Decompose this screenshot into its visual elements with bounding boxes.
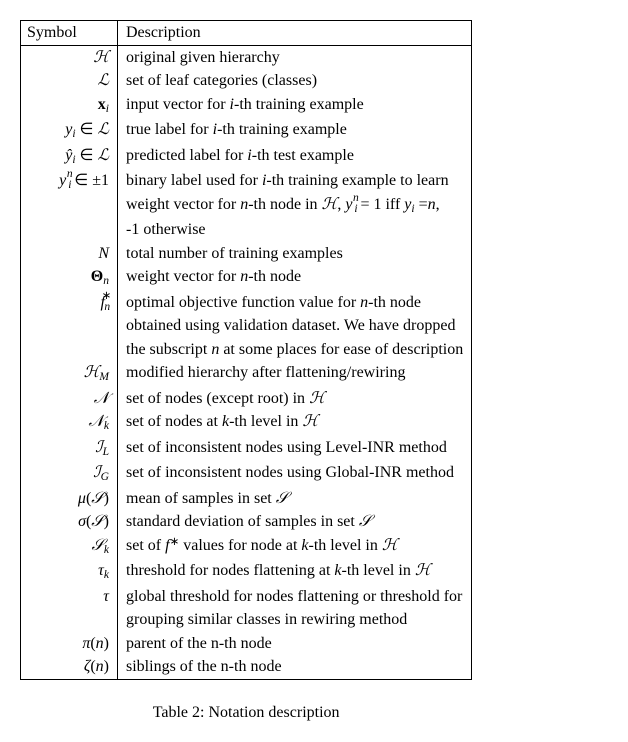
table-row: Θnweight vector for n-th node — [21, 265, 472, 290]
table-header-row: Symbol Description — [21, 21, 472, 46]
description-cell: original given hierarchy — [118, 45, 472, 69]
symbol-cell — [21, 193, 118, 218]
symbol-cell: yi ∈ ℒ — [21, 118, 118, 143]
symbol-cell: xi — [21, 93, 118, 118]
table-row: ζ(n)siblings of the n-th node — [21, 655, 472, 679]
table-row: ℒset of leaf categories (classes) — [21, 69, 472, 93]
caption-prefix: Table 2: — [153, 704, 209, 721]
symbol-cell: ζ(n) — [21, 655, 118, 679]
description-cell: predicted label for i-th test example — [118, 144, 472, 169]
description-cell: binary label used for i-th training exam… — [118, 169, 472, 193]
symbol-cell: 𝒩 — [21, 387, 118, 411]
table-row: ℐGset of inconsistent nodes using Global… — [21, 461, 472, 486]
table-row: Ntotal number of training examples — [21, 242, 472, 266]
caption-text: Notation description — [208, 704, 339, 721]
description-cell: total number of training examples — [118, 242, 472, 266]
table-row: yni ∈ ±1binary label used for i-th train… — [21, 169, 472, 193]
table-caption: Table 2: Notation description — [20, 704, 472, 722]
description-cell: set of inconsistent nodes using Level-IN… — [118, 436, 472, 461]
table-row: f∗n optimal objective function value for… — [21, 291, 472, 315]
table-row: weight vector for n-th node in ℋ, yni = … — [21, 193, 472, 218]
description-cell: input vector for i-th training example — [118, 93, 472, 118]
symbol-cell: τ — [21, 585, 118, 609]
description-cell: parent of the n-th node — [118, 632, 472, 656]
symbol-cell — [21, 608, 118, 632]
description-cell: weight vector for n-th node — [118, 265, 472, 290]
description-cell: -1 otherwise — [118, 218, 472, 242]
symbol-cell: ℋ — [21, 45, 118, 69]
symbol-cell: N — [21, 242, 118, 266]
table-row: -1 otherwise — [21, 218, 472, 242]
symbol-cell: μ(𝒮) — [21, 487, 118, 511]
header-description: Description — [118, 21, 472, 46]
table-body: ℋoriginal given hierarchyℒset of leaf ca… — [21, 45, 472, 679]
symbol-cell: f∗n — [21, 291, 118, 315]
symbol-cell: yni ∈ ±1 — [21, 169, 118, 193]
symbol-cell: τk — [21, 559, 118, 584]
table-row: ℋMmodified hierarchy after flattening/re… — [21, 361, 472, 386]
symbol-cell: π(n) — [21, 632, 118, 656]
notation-table: Symbol Description ℋoriginal given hiera… — [20, 20, 472, 680]
description-cell: modified hierarchy after flattening/rewi… — [118, 361, 472, 386]
table-row: xiinput vector for i-th training example — [21, 93, 472, 118]
description-cell: set of nodes (except root) in ℋ — [118, 387, 472, 411]
symbol-cell — [21, 338, 118, 362]
symbol-cell: ℐL — [21, 436, 118, 461]
table-row: ŷi ∈ ℒpredicted label for i-th test exam… — [21, 144, 472, 169]
description-cell: set of inconsistent nodes using Global-I… — [118, 461, 472, 486]
symbol-cell: ℐG — [21, 461, 118, 486]
symbol-cell: ŷi ∈ ℒ — [21, 144, 118, 169]
table-row: τkthreshold for nodes flattening at k-th… — [21, 559, 472, 584]
table-row: 𝒩set of nodes (except root) in ℋ — [21, 387, 472, 411]
table-row: 𝒮kset of f∗ values for node at k-th leve… — [21, 534, 472, 559]
table-row: σ(𝒮)standard deviation of samples in set… — [21, 510, 472, 534]
description-cell: grouping similar classes in rewiring met… — [118, 608, 472, 632]
description-cell: obtained using validation dataset. We ha… — [118, 314, 472, 338]
table-row: the subscript n at some places for ease … — [21, 338, 472, 362]
table-row: 𝒩kset of nodes at k-th level in ℋ — [21, 410, 472, 435]
description-cell: standard deviation of samples in set 𝒮 — [118, 510, 472, 534]
symbol-cell: 𝒮k — [21, 534, 118, 559]
description-cell: set of leaf categories (classes) — [118, 69, 472, 93]
description-cell: true label for i-th training example — [118, 118, 472, 143]
description-cell: set of nodes at k-th level in ℋ — [118, 410, 472, 435]
description-cell: the subscript n at some places for ease … — [118, 338, 472, 362]
symbol-cell: 𝒩k — [21, 410, 118, 435]
description-cell: optimal objective function value for n-t… — [118, 291, 472, 315]
symbol-cell — [21, 218, 118, 242]
table-row: grouping similar classes in rewiring met… — [21, 608, 472, 632]
description-cell: threshold for nodes flattening at k-th l… — [118, 559, 472, 584]
header-symbol: Symbol — [21, 21, 118, 46]
table-row: τglobal threshold for nodes flattening o… — [21, 585, 472, 609]
notation-table-container: Symbol Description ℋoriginal given hiera… — [20, 20, 472, 722]
description-cell: global threshold for nodes flattening or… — [118, 585, 472, 609]
symbol-cell: ℒ — [21, 69, 118, 93]
table-row: ℐLset of inconsistent nodes using Level-… — [21, 436, 472, 461]
description-cell: weight vector for n-th node in ℋ, yni = … — [118, 193, 472, 218]
table-row: yi ∈ ℒtrue label for i-th training examp… — [21, 118, 472, 143]
symbol-cell: σ(𝒮) — [21, 510, 118, 534]
description-cell: set of f∗ values for node at k-th level … — [118, 534, 472, 559]
symbol-cell: Θn — [21, 265, 118, 290]
description-cell: mean of samples in set 𝒮 — [118, 487, 472, 511]
table-row: μ(𝒮)mean of samples in set 𝒮 — [21, 487, 472, 511]
symbol-cell: ℋM — [21, 361, 118, 386]
table-row: obtained using validation dataset. We ha… — [21, 314, 472, 338]
table-row: π(n)parent of the n-th node — [21, 632, 472, 656]
description-cell: siblings of the n-th node — [118, 655, 472, 679]
table-row: ℋoriginal given hierarchy — [21, 45, 472, 69]
symbol-cell — [21, 314, 118, 338]
